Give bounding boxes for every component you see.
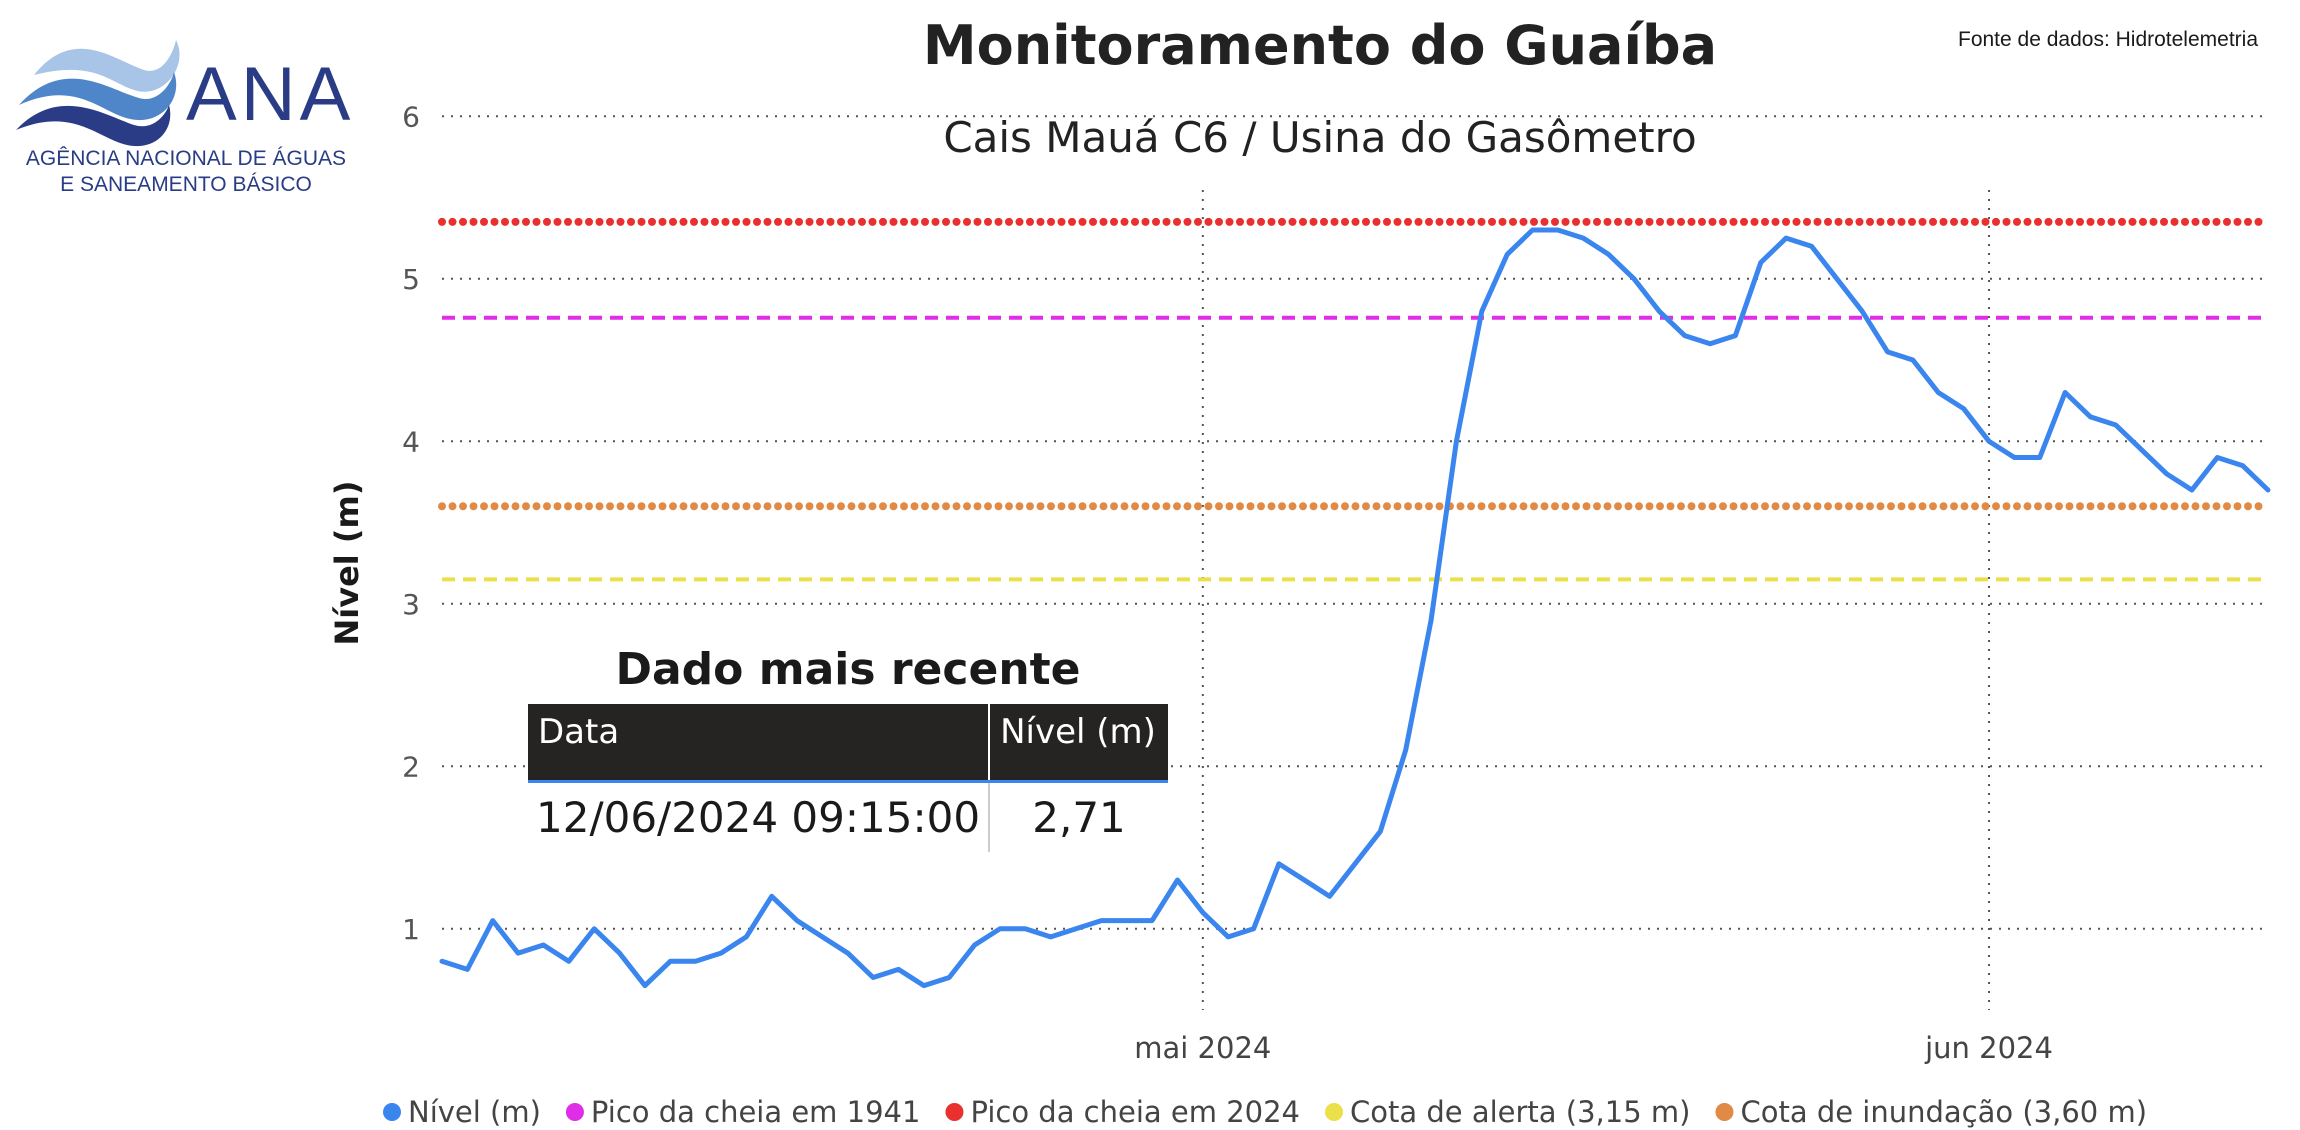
legend-label: Pico da cheia em 1941 xyxy=(591,1095,921,1129)
grid xyxy=(442,115,2268,1010)
logo-acronym: ANA xyxy=(186,52,354,137)
column-header-level[interactable]: Nível (m) xyxy=(988,704,1168,783)
y-tick-label: 2 xyxy=(402,750,420,783)
x-tick-label: mai 2024 xyxy=(1134,1031,1271,1065)
axis-ticks: 1 2 3 4 5 6 mai 2024 jun 2024 xyxy=(402,100,2053,1065)
legend-marker xyxy=(945,1103,964,1121)
y-tick-label: 1 xyxy=(402,913,420,946)
legend-item[interactable]: Cota de inundação (3,60 m) xyxy=(1715,1095,2147,1129)
y-tick-label: 3 xyxy=(402,588,420,621)
y-tick-label: 5 xyxy=(402,263,420,296)
reference-lines xyxy=(438,217,2272,582)
table-row: 12/06/2024 09:15:00 2,71 xyxy=(528,781,1168,852)
y-axis-label: Nível (m) xyxy=(328,480,366,645)
ana-logo: ANA AGÊNCIA NACIONAL DE ÁGUAS E SANEAMEN… xyxy=(16,40,354,196)
chart-subtitle: Cais Mauá C6 / Usina do Gasômetro xyxy=(943,113,1696,162)
series-layer xyxy=(439,227,2271,989)
y-tick-label: 4 xyxy=(402,425,420,458)
recent-data-table: Data Nível (m) 12/06/2024 09:15:00 2,71 xyxy=(528,704,1168,852)
legend-label: Pico da cheia em 2024 xyxy=(970,1095,1300,1129)
table-header-row: Data Nível (m) xyxy=(528,704,1168,783)
legend-label: Cota de alerta (3,15 m) xyxy=(1350,1095,1690,1129)
legend-marker xyxy=(1715,1103,1734,1121)
legend-item[interactable]: Nível (m) xyxy=(383,1095,541,1129)
series-line-nivel xyxy=(439,227,2271,989)
data-source-note: Fonte de dados: Hidrotelemetria xyxy=(1958,28,2258,51)
logo-line2: E SANEAMENTO BÁSICO xyxy=(60,173,312,196)
logo-wave-mid xyxy=(19,72,177,121)
cell-date: 12/06/2024 09:15:00 xyxy=(536,793,981,842)
logo-wave-dark xyxy=(16,105,171,147)
recent-data-card: Dado mais recente Data Nível (m) 12/06/2… xyxy=(528,642,1168,852)
legend[interactable]: Nível (m) Pico da cheia em 1941 Pico da ch… xyxy=(383,1095,2147,1129)
chart-title: Monitoramento do Guaíba xyxy=(923,14,1717,77)
legend-label: Nível (m) xyxy=(408,1095,541,1129)
legend-marker xyxy=(565,1103,584,1121)
legend-marker xyxy=(383,1103,401,1121)
column-header-date[interactable]: Data xyxy=(528,704,990,783)
logo-line1: AGÊNCIA NACIONAL DE ÁGUAS xyxy=(26,147,346,170)
legend-item[interactable]: Pico da cheia em 1941 xyxy=(565,1095,921,1129)
y-tick-label: 6 xyxy=(402,100,420,133)
logo-wave-light xyxy=(34,40,180,92)
legend-item[interactable]: Cota de alerta (3,15 m) xyxy=(1325,1095,1690,1129)
x-tick-label: jun 2024 xyxy=(1924,1031,2053,1065)
legend-item[interactable]: Pico da cheia em 2024 xyxy=(945,1095,1300,1129)
legend-label: Cota de inundação (3,60 m) xyxy=(1740,1095,2147,1129)
cell-level: 2,71 xyxy=(988,781,1168,852)
recent-data-title: Dado mais recente xyxy=(615,644,1081,695)
legend-marker xyxy=(1325,1103,1344,1121)
